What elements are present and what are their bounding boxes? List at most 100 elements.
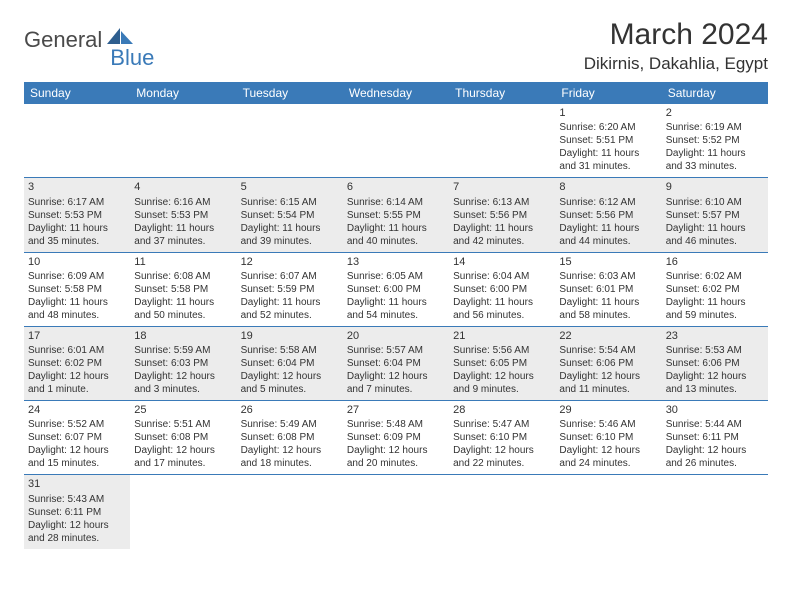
sunset-text: Sunset: 6:04 PM	[347, 357, 445, 370]
sunrise-text: Sunrise: 5:43 AM	[28, 493, 126, 506]
sunrise-text: Sunrise: 5:49 AM	[241, 418, 339, 431]
day-number: 25	[134, 403, 232, 417]
sunset-text: Sunset: 5:51 PM	[559, 134, 657, 147]
calendar-cell: 21Sunrise: 5:56 AMSunset: 6:05 PMDayligh…	[449, 326, 555, 400]
dayhdr-fri: Friday	[555, 82, 661, 104]
day-number: 2	[666, 106, 764, 120]
daylight-text: Daylight: 11 hours and 31 minutes.	[559, 147, 657, 173]
sunset-text: Sunset: 5:58 PM	[134, 283, 232, 296]
day-number: 27	[347, 403, 445, 417]
sunset-text: Sunset: 6:02 PM	[666, 283, 764, 296]
calendar-cell: 1Sunrise: 6:20 AMSunset: 5:51 PMDaylight…	[555, 104, 661, 178]
day-number: 3	[28, 180, 126, 194]
sunrise-text: Sunrise: 5:53 AM	[666, 344, 764, 357]
calendar-cell: 14Sunrise: 6:04 AMSunset: 6:00 PMDayligh…	[449, 252, 555, 326]
calendar-cell: 28Sunrise: 5:47 AMSunset: 6:10 PMDayligh…	[449, 401, 555, 475]
daylight-text: Daylight: 11 hours and 54 minutes.	[347, 296, 445, 322]
calendar-cell	[343, 475, 449, 549]
sunrise-text: Sunrise: 5:54 AM	[559, 344, 657, 357]
title-block: March 2024 Dikirnis, Dakahlia, Egypt	[584, 18, 768, 74]
calendar-cell	[237, 475, 343, 549]
day-number: 16	[666, 255, 764, 269]
sunrise-text: Sunrise: 5:44 AM	[666, 418, 764, 431]
sunrise-text: Sunrise: 5:46 AM	[559, 418, 657, 431]
day-number: 10	[28, 255, 126, 269]
daylight-text: Daylight: 12 hours and 17 minutes.	[134, 444, 232, 470]
sunrise-text: Sunrise: 6:07 AM	[241, 270, 339, 283]
daylight-text: Daylight: 12 hours and 24 minutes.	[559, 444, 657, 470]
daylight-text: Daylight: 11 hours and 40 minutes.	[347, 222, 445, 248]
daylight-text: Daylight: 12 hours and 1 minute.	[28, 370, 126, 396]
daylight-text: Daylight: 11 hours and 42 minutes.	[453, 222, 551, 248]
daylight-text: Daylight: 11 hours and 46 minutes.	[666, 222, 764, 248]
calendar-cell: 29Sunrise: 5:46 AMSunset: 6:10 PMDayligh…	[555, 401, 661, 475]
calendar-cell: 24Sunrise: 5:52 AMSunset: 6:07 PMDayligh…	[24, 401, 130, 475]
sunset-text: Sunset: 6:10 PM	[559, 431, 657, 444]
day-number: 18	[134, 329, 232, 343]
calendar-cell	[237, 104, 343, 178]
day-number: 28	[453, 403, 551, 417]
daylight-text: Daylight: 11 hours and 48 minutes.	[28, 296, 126, 322]
sunrise-text: Sunrise: 6:05 AM	[347, 270, 445, 283]
sunrise-text: Sunrise: 6:16 AM	[134, 196, 232, 209]
sunset-text: Sunset: 6:00 PM	[453, 283, 551, 296]
sunset-text: Sunset: 5:57 PM	[666, 209, 764, 222]
daylight-text: Daylight: 12 hours and 26 minutes.	[666, 444, 764, 470]
calendar-row: 3Sunrise: 6:17 AMSunset: 5:53 PMDaylight…	[24, 178, 768, 252]
daylight-text: Daylight: 11 hours and 50 minutes.	[134, 296, 232, 322]
logo-word-1: General	[24, 27, 102, 53]
header: General Blue March 2024 Dikirnis, Dakahl…	[24, 18, 768, 74]
day-number: 26	[241, 403, 339, 417]
daylight-text: Daylight: 12 hours and 5 minutes.	[241, 370, 339, 396]
sunrise-text: Sunrise: 6:12 AM	[559, 196, 657, 209]
calendar-cell: 20Sunrise: 5:57 AMSunset: 6:04 PMDayligh…	[343, 326, 449, 400]
calendar-row: 10Sunrise: 6:09 AMSunset: 5:58 PMDayligh…	[24, 252, 768, 326]
sunset-text: Sunset: 6:01 PM	[559, 283, 657, 296]
day-number: 20	[347, 329, 445, 343]
calendar-table: Sunday Monday Tuesday Wednesday Thursday…	[24, 82, 768, 549]
daylight-text: Daylight: 11 hours and 39 minutes.	[241, 222, 339, 248]
sunrise-text: Sunrise: 6:20 AM	[559, 121, 657, 134]
calendar-cell	[449, 475, 555, 549]
sunset-text: Sunset: 6:06 PM	[559, 357, 657, 370]
sunset-text: Sunset: 5:52 PM	[666, 134, 764, 147]
logo-sail-icon	[106, 27, 134, 45]
sunrise-text: Sunrise: 6:13 AM	[453, 196, 551, 209]
day-number: 17	[28, 329, 126, 343]
daylight-text: Daylight: 12 hours and 28 minutes.	[28, 519, 126, 545]
daylight-text: Daylight: 12 hours and 11 minutes.	[559, 370, 657, 396]
calendar-cell: 16Sunrise: 6:02 AMSunset: 6:02 PMDayligh…	[662, 252, 768, 326]
daylight-text: Daylight: 12 hours and 22 minutes.	[453, 444, 551, 470]
daylight-text: Daylight: 11 hours and 59 minutes.	[666, 296, 764, 322]
day-number: 5	[241, 180, 339, 194]
sunset-text: Sunset: 6:11 PM	[28, 506, 126, 519]
sunset-text: Sunset: 5:54 PM	[241, 209, 339, 222]
sunrise-text: Sunrise: 6:17 AM	[28, 196, 126, 209]
daylight-text: Daylight: 11 hours and 58 minutes.	[559, 296, 657, 322]
daylight-text: Daylight: 12 hours and 9 minutes.	[453, 370, 551, 396]
day-number: 23	[666, 329, 764, 343]
sunrise-text: Sunrise: 6:10 AM	[666, 196, 764, 209]
calendar-cell: 13Sunrise: 6:05 AMSunset: 6:00 PMDayligh…	[343, 252, 449, 326]
calendar-cell	[555, 475, 661, 549]
sunset-text: Sunset: 6:02 PM	[28, 357, 126, 370]
sunrise-text: Sunrise: 6:15 AM	[241, 196, 339, 209]
calendar-cell: 9Sunrise: 6:10 AMSunset: 5:57 PMDaylight…	[662, 178, 768, 252]
calendar-cell: 11Sunrise: 6:08 AMSunset: 5:58 PMDayligh…	[130, 252, 236, 326]
calendar-cell: 3Sunrise: 6:17 AMSunset: 5:53 PMDaylight…	[24, 178, 130, 252]
day-number: 22	[559, 329, 657, 343]
calendar-cell: 22Sunrise: 5:54 AMSunset: 6:06 PMDayligh…	[555, 326, 661, 400]
calendar-row: 31Sunrise: 5:43 AMSunset: 6:11 PMDayligh…	[24, 475, 768, 549]
day-number: 1	[559, 106, 657, 120]
calendar-cell: 19Sunrise: 5:58 AMSunset: 6:04 PMDayligh…	[237, 326, 343, 400]
sunset-text: Sunset: 5:53 PM	[134, 209, 232, 222]
sunrise-text: Sunrise: 6:08 AM	[134, 270, 232, 283]
dayhdr-thu: Thursday	[449, 82, 555, 104]
sunset-text: Sunset: 5:53 PM	[28, 209, 126, 222]
daylight-text: Daylight: 11 hours and 56 minutes.	[453, 296, 551, 322]
daylight-text: Daylight: 12 hours and 15 minutes.	[28, 444, 126, 470]
sunset-text: Sunset: 6:06 PM	[666, 357, 764, 370]
sunset-text: Sunset: 6:09 PM	[347, 431, 445, 444]
sunset-text: Sunset: 5:58 PM	[28, 283, 126, 296]
calendar-cell: 30Sunrise: 5:44 AMSunset: 6:11 PMDayligh…	[662, 401, 768, 475]
